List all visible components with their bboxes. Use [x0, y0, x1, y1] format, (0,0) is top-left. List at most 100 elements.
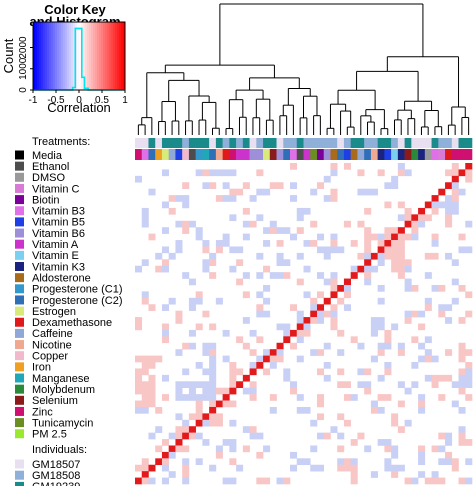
color-key-x-axis: -1 -0.5 0 0.5 1 [29, 89, 128, 106]
heatmap-cell [182, 195, 190, 202]
heatmap-cell [195, 291, 203, 299]
heatmap-cell [263, 445, 271, 453]
heatmap-cell [384, 458, 392, 466]
heatmap-cell [350, 265, 358, 273]
heatmap-cell [391, 246, 399, 254]
heatmap-diagonal-cell [411, 214, 419, 222]
heatmap-cell [168, 195, 176, 202]
heatmap-cell [209, 169, 217, 177]
heatmap-cell [263, 297, 271, 305]
heatmap-cell [337, 246, 345, 254]
treatment-bar-cell [175, 149, 183, 160]
individual-bar-cell [188, 138, 196, 148]
treatment-bar-cell [330, 149, 338, 160]
treatments-legend-title: Treatments: [32, 136, 90, 148]
heatmap-cell [202, 240, 210, 247]
heatmap-cell [256, 336, 264, 344]
heatmap-cell [168, 207, 176, 215]
treatment-swatch [15, 284, 24, 294]
heatmap-cell [384, 362, 392, 369]
heatmap-cell [249, 394, 257, 401]
heatmap-cell [188, 304, 196, 311]
heatmap-cell [296, 214, 304, 222]
heatmap-cell [357, 169, 365, 177]
heatmap-cell [438, 284, 446, 292]
heatmap-cell [135, 400, 143, 408]
heatmap-cell [438, 201, 446, 209]
heatmap-cell [182, 394, 190, 401]
heatmap-diagonal-cell [168, 445, 176, 453]
heatmap-cell [148, 381, 156, 388]
heatmap-cell [175, 387, 183, 395]
heatmap-cell [182, 368, 190, 376]
treatment-bar-cell [290, 149, 298, 160]
heatmap-diagonal-cell [431, 195, 439, 202]
treatment-bar-cell [276, 149, 284, 160]
heatmap-cell [424, 477, 432, 485]
treatment-label: Vitamin C [32, 183, 80, 195]
heatmap-cell [418, 214, 426, 222]
individual-label: GM18508 [32, 470, 80, 482]
heatmap-cell [263, 188, 271, 196]
heatmap-cell [451, 201, 459, 209]
color-key-band [91, 22, 94, 90]
treatment-bar-cell [236, 149, 244, 160]
treatment-bar-cell [168, 149, 176, 160]
heatmap-cell [411, 362, 419, 369]
heatmap-cell [445, 195, 453, 202]
heatmap-cell [188, 220, 196, 228]
heatmap-cell [370, 317, 378, 324]
heatmap-cell [458, 342, 466, 350]
heatmap-cell [202, 246, 210, 254]
heatmap-cell [209, 387, 217, 395]
heatmap-cell [182, 426, 190, 433]
heatmap-cell [148, 374, 156, 382]
heatmap-cell [445, 220, 453, 228]
heatmap-cell [175, 426, 183, 433]
heatmap-cell [290, 342, 298, 350]
heatmap-cell [465, 362, 473, 369]
heatmap-cell [445, 374, 453, 382]
heatmap-cell [222, 195, 230, 202]
heatmap-cell [438, 394, 446, 401]
treatment-label: Manganese [32, 373, 90, 385]
color-key-band [87, 22, 90, 90]
heatmap-cell [141, 291, 149, 299]
individual-bar-cell [364, 138, 372, 148]
treatment-bar-cell [438, 149, 446, 160]
heatmap-cell [290, 233, 298, 241]
heatmap-cell [310, 317, 318, 324]
heatmap-cell [323, 246, 331, 254]
individual-bar-cell [323, 138, 331, 148]
heatmap-diagonal-cell [364, 259, 372, 267]
heatmap-cell [229, 188, 237, 196]
heatmap-cell [202, 349, 210, 356]
heatmap-cell [215, 445, 223, 453]
heatmap-cell [431, 201, 439, 209]
heatmap-cell [222, 240, 230, 247]
individual-bar-cell [370, 138, 378, 148]
heatmap-diagonal-cell [209, 406, 217, 414]
heatmap-cell [397, 259, 405, 267]
color-key-histogram [33, 27, 125, 91]
individual-color-bar [135, 138, 473, 148]
heatmap-cell [424, 297, 432, 305]
treatment-bar-cell [465, 149, 473, 160]
heatmap-cell [296, 252, 304, 260]
individual-swatch [15, 459, 24, 469]
heatmap-cell [209, 413, 217, 421]
heatmap-cell [188, 329, 196, 337]
treatment-label: Nicotine [32, 339, 72, 351]
heatmap-cell [465, 246, 473, 254]
heatmap-cell [269, 406, 277, 414]
heatmap-cell [411, 381, 419, 388]
heatmap-cell [263, 227, 271, 234]
color-key-band [43, 22, 46, 90]
heatmap-cell [310, 349, 318, 356]
heatmap-cell [384, 233, 392, 241]
heatmap-diagonal-cell [256, 362, 264, 369]
heatmap-cell [364, 188, 372, 196]
heatmap-cell [445, 451, 453, 459]
heatmap-cell [182, 458, 190, 466]
heatmap-cell [296, 329, 304, 337]
